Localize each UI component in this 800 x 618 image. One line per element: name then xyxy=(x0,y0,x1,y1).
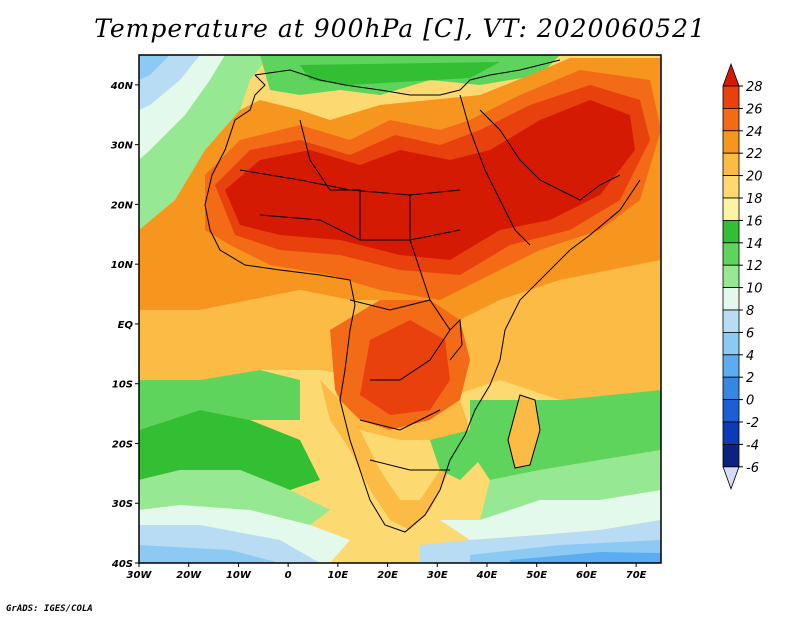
map-title: Temperature at 900hPa [C], VT: 202006052… xyxy=(94,14,706,43)
colorbar-label: 26 xyxy=(746,102,763,117)
lat-tick-label: 20S xyxy=(112,439,133,450)
lon-tick-label: 20W xyxy=(176,570,202,581)
lon-tick-label: 20E xyxy=(377,570,398,581)
lon-tick-label: 10E xyxy=(327,570,348,581)
colorbar-top-triangle xyxy=(722,62,740,87)
colorbar-swatch xyxy=(722,219,740,244)
lon-tick-label: 60E xyxy=(576,570,597,581)
lon-tick-label: 40E xyxy=(476,570,498,581)
colorbar-label: 22 xyxy=(746,147,763,162)
colorbar-label: 8 xyxy=(746,304,754,319)
latitude-axis: 40N 30N 20N 10N EQ 10S 20S 30S 40S xyxy=(110,81,139,570)
colorbar-swatch xyxy=(722,242,740,266)
lon-tick-label: 10W xyxy=(226,570,252,581)
colorbar-label: 28 xyxy=(746,80,763,95)
colorbar-swatch xyxy=(722,152,740,176)
colorbar-label: 18 xyxy=(746,192,763,207)
colorbar-label: 2 xyxy=(746,371,754,386)
colorbar-swatch xyxy=(722,331,740,356)
colorbar-swatch xyxy=(722,309,740,333)
lon-tick-label: 30E xyxy=(427,570,448,581)
colorbar-label: 20 xyxy=(746,170,763,185)
colorbar-label: -6 xyxy=(746,461,759,476)
lat-tick-label: 30N xyxy=(111,141,134,152)
colorbar-bottom-triangle xyxy=(722,466,740,490)
colorbar-label: 4 xyxy=(746,349,754,364)
colorbar-label: 6 xyxy=(746,326,754,341)
longitude-axis: 30W 20W 10W 0 10E 20E 30E 40E 50E 60E 70E xyxy=(127,563,647,581)
colorbar-swatch xyxy=(722,287,740,311)
lat-tick-label: 20N xyxy=(111,200,134,211)
coastlines xyxy=(204,59,641,533)
colorbar-swatch xyxy=(722,399,740,423)
colorbar-swatch xyxy=(722,376,740,401)
colorbar-swatch xyxy=(722,130,740,154)
colorbar-swatch xyxy=(722,421,740,445)
lat-tick-label: 40N xyxy=(110,81,134,92)
colorbar-label: -4 xyxy=(746,438,759,453)
colorbar-label: -2 xyxy=(746,416,759,431)
colorbar-swatch xyxy=(722,175,740,199)
colorbar-label: 10 xyxy=(746,282,763,297)
temperature-field xyxy=(139,55,661,563)
colorbar-label: 14 xyxy=(746,237,763,252)
colorbar-swatch xyxy=(722,85,740,109)
colorbar-swatch xyxy=(722,443,740,468)
lon-tick-label: 0 xyxy=(285,570,292,581)
lon-tick-label: 30W xyxy=(127,570,153,581)
colorbar-label: 12 xyxy=(746,259,763,274)
colorbar-label: 24 xyxy=(746,125,763,140)
colorbar-swatch xyxy=(722,108,740,132)
footer-credit: GrADS: IGES/COLA xyxy=(6,604,93,614)
lat-tick-label: 10S xyxy=(112,380,133,391)
lat-tick-label: 10N xyxy=(111,260,134,271)
lat-tick-label: EQ xyxy=(118,320,134,331)
colorbar-label: 0 xyxy=(746,394,754,409)
lon-tick-label: 70E xyxy=(626,570,647,581)
lat-tick-label: 30S xyxy=(112,499,133,510)
lat-tick-label: 40S xyxy=(111,559,133,570)
colorbar-swatch xyxy=(722,197,740,221)
colorbar-swatch xyxy=(722,264,740,289)
colorbar-swatch xyxy=(722,354,740,378)
colorbar-label: 16 xyxy=(746,214,763,229)
lon-tick-label: 50E xyxy=(526,570,547,581)
